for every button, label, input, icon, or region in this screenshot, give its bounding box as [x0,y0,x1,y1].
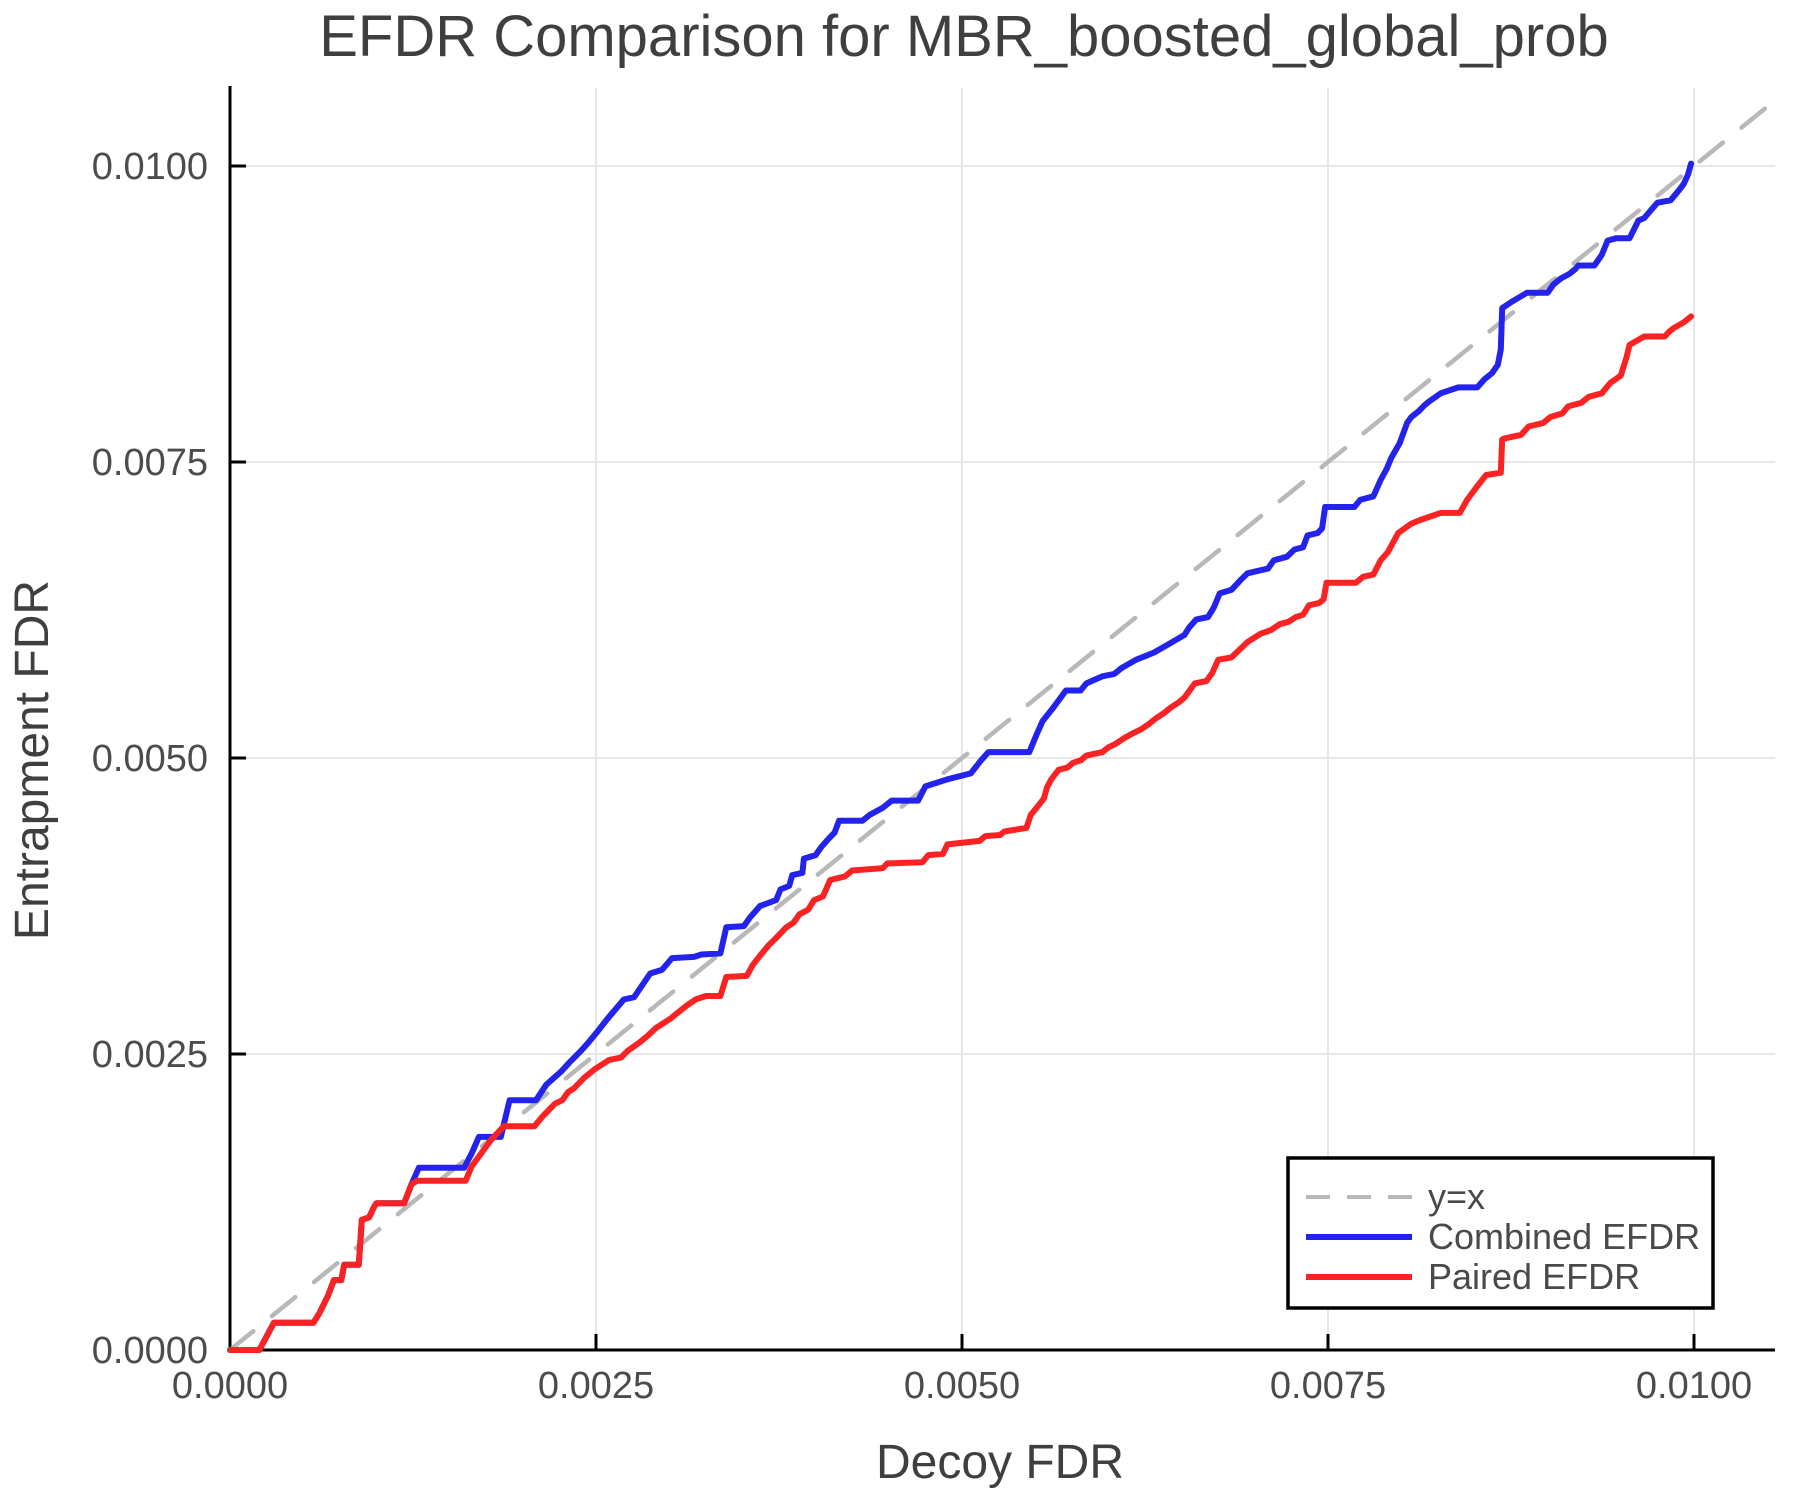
legend-box [1286,1156,1715,1310]
y-tick-label: 0.0025 [92,1034,208,1076]
series-line-paired-efdr [227,313,1695,1353]
axis-spines [228,86,1775,1352]
legend: y=x Combined EFDR Paired EFDR [1286,1156,1715,1310]
x-tick-label: 0.0025 [538,1365,654,1407]
y-tick-label: 0.0100 [92,146,208,188]
x-axis-label: Decoy FDR [876,1436,1124,1489]
x-tick-label: 0.0050 [904,1365,1020,1407]
legend-label-yx: y=x [1428,1176,1485,1217]
x-tick-label: 0.0100 [1636,1365,1752,1407]
y-tick-label: 0.0075 [92,442,208,484]
gridlines [230,88,1775,1350]
tick-labels: 0.0000 0.0025 0.0050 0.0075 0.0100 0.0000 0.00… [92,146,1752,1407]
y-tick-label: 0.0000 [92,1330,208,1372]
series-line-combined-efdr [227,160,1695,1353]
y-tick-label: 0.0050 [92,738,208,780]
plot-title: EFDR Comparison for MBR_boosted_global_p… [319,4,1609,69]
data-series [227,98,1778,1353]
x-tick-label: 0.0000 [172,1365,288,1407]
legend-label-combined-efdr: Combined EFDR [1428,1216,1700,1257]
x-tick-label: 0.0075 [1270,1365,1386,1407]
legend-label-paired-efdr: Paired EFDR [1428,1256,1640,1297]
y-axis-label: Entrapment FDR [6,580,59,940]
